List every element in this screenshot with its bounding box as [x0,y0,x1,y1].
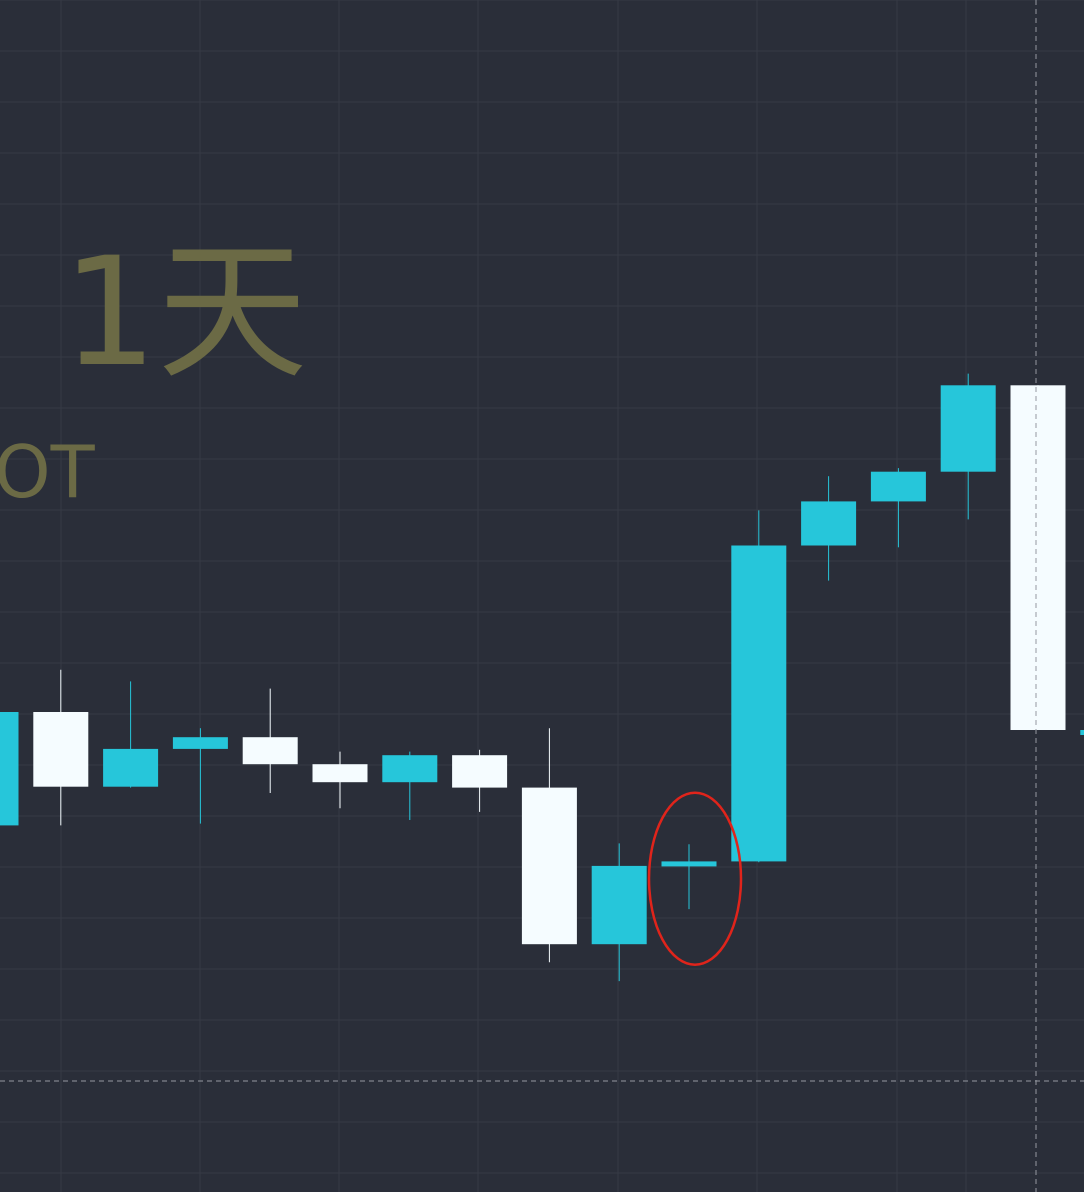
candle-body [242,737,298,765]
candle-body [33,712,89,787]
candle-body [731,545,787,862]
annotation-circle [647,791,743,966]
candle[interactable] [1080,728,1084,735]
candle-body [870,471,926,502]
candle-body [661,861,717,867]
candle[interactable] [33,669,89,826]
candle[interactable] [172,728,228,824]
candle-body [801,501,857,546]
candle-body [172,737,228,749]
candle-body [521,787,577,945]
candle-body [103,748,159,787]
candle-body [0,712,19,826]
candle[interactable] [940,373,996,520]
candle[interactable] [870,468,926,548]
candle-body [940,385,996,472]
candles [0,373,1084,982]
candle[interactable] [312,751,368,809]
candle[interactable] [591,843,647,982]
candle[interactable] [242,688,298,793]
candle[interactable] [731,510,787,863]
candle-body [452,755,508,788]
candle[interactable] [661,844,717,910]
candle[interactable] [0,712,19,826]
candle-body [382,755,438,783]
candle[interactable] [382,751,438,820]
candle[interactable] [103,681,159,788]
candle-body [591,865,647,945]
candle-body [1010,385,1066,730]
candle-body [1080,730,1084,735]
candle-body [312,764,368,783]
candle[interactable] [452,749,508,812]
candle[interactable] [1010,385,1066,730]
candle[interactable] [521,728,577,963]
candle[interactable] [801,476,857,581]
